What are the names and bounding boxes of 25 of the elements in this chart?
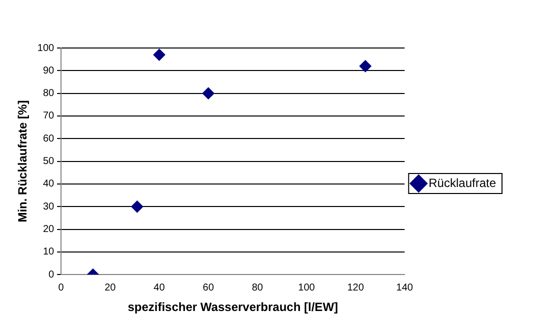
y-tick-label: 70	[42, 110, 55, 122]
y-tick-label: 50	[42, 156, 55, 168]
y-tick-label: 0	[48, 269, 55, 280]
y-tick-label: 40	[42, 178, 55, 190]
x-axis-title: spezifischer Wasserverbrauch [l/EW]	[128, 300, 338, 314]
x-tick-label: 0	[58, 282, 64, 294]
x-tick-label: 60	[202, 282, 214, 294]
x-tick-label: 100	[298, 282, 316, 294]
x-tick-label: 120	[347, 282, 364, 294]
y-tick-label: 80	[42, 88, 55, 100]
point	[153, 48, 166, 61]
y-tick-label: 90	[42, 65, 55, 76]
legend-label: Rücklaufrate	[428, 176, 496, 190]
point	[202, 87, 214, 100]
y-axis-title: Min. Rücklaufrate [%]	[16, 100, 30, 222]
x-tick-label: 80	[252, 282, 264, 294]
x-tick-label: 40	[154, 282, 166, 294]
y-tick-label: 10	[42, 246, 55, 258]
y-tick-label: 60	[42, 133, 55, 144]
y-tick-label: 20	[42, 224, 55, 236]
y-tick-label: 30	[42, 201, 55, 212]
x-tick-label: 140	[396, 282, 414, 294]
x-tick-label: 20	[104, 282, 116, 294]
y-tick-label: 100	[37, 42, 55, 54]
point	[359, 60, 372, 72]
